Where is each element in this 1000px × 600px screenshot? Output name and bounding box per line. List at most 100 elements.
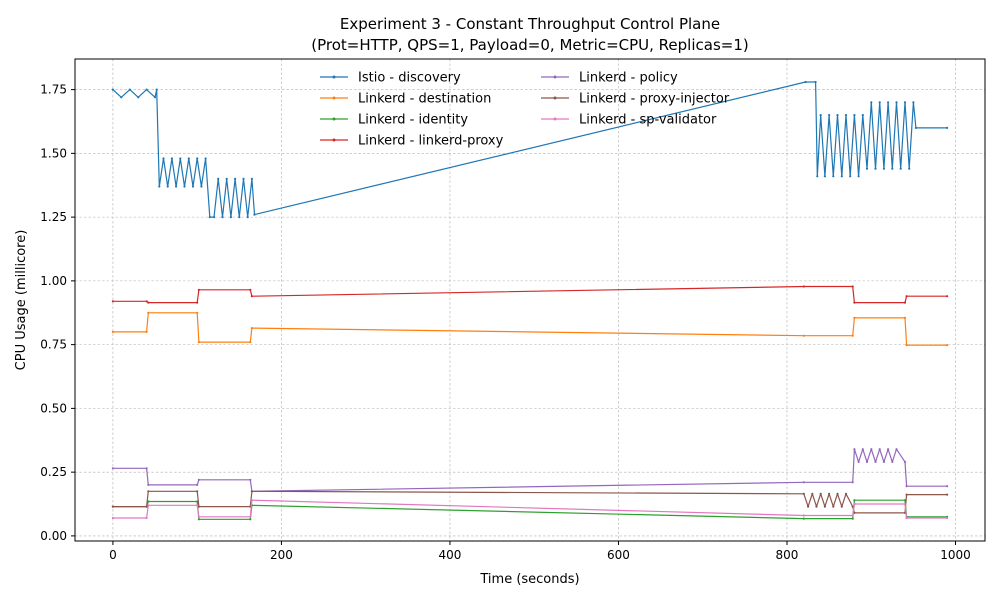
- series-point: [250, 327, 253, 330]
- series-3: [111, 285, 949, 304]
- series-point: [204, 157, 207, 160]
- series-point: [905, 485, 908, 488]
- series-point: [249, 478, 252, 481]
- series-point: [903, 301, 907, 304]
- series-point: [162, 157, 165, 160]
- series-0: [111, 80, 949, 219]
- series-point: [147, 490, 150, 493]
- series-point: [836, 492, 839, 495]
- series-6: [111, 499, 949, 520]
- series-point: [874, 460, 877, 463]
- series-point: [196, 490, 199, 493]
- legend-label: Linkerd - policy: [579, 71, 678, 86]
- legend-marker: [553, 96, 557, 100]
- series-point: [802, 285, 805, 288]
- series-point: [903, 101, 907, 104]
- series-point: [145, 88, 148, 91]
- x-tick-label: 0: [109, 548, 117, 562]
- series-point: [887, 101, 890, 104]
- series-point: [197, 515, 200, 518]
- series-point: [111, 88, 114, 91]
- series-point: [137, 96, 140, 99]
- series-point: [158, 185, 161, 188]
- series-point: [807, 505, 810, 508]
- series-point: [874, 167, 877, 170]
- series-point: [853, 511, 856, 514]
- series-point: [903, 316, 907, 319]
- series-point: [819, 114, 822, 117]
- x-tick-label: 600: [607, 548, 630, 562]
- series-point: [853, 301, 856, 304]
- series-point: [946, 516, 949, 520]
- legend-label: Linkerd - identity: [358, 113, 468, 128]
- series-4: [111, 448, 949, 493]
- series-point: [242, 177, 245, 180]
- y-tick-label: 1.75: [40, 83, 67, 97]
- series-1: [111, 311, 949, 347]
- series-point: [857, 460, 860, 463]
- series-point: [253, 213, 256, 216]
- series-point: [120, 96, 123, 99]
- series-point: [111, 505, 114, 508]
- series-point: [197, 341, 200, 344]
- legend-marker: [553, 75, 557, 79]
- series-point: [903, 460, 907, 463]
- series-point: [250, 499, 253, 502]
- series-point: [147, 301, 150, 304]
- series-point: [111, 300, 114, 303]
- series-point: [816, 175, 819, 178]
- series-point: [851, 514, 854, 517]
- series-point: [196, 311, 199, 314]
- series-point: [861, 448, 864, 451]
- legend: Istio - discovery Linkerd - destination Li…: [320, 71, 730, 149]
- series-point: [238, 216, 241, 219]
- series-point: [844, 114, 848, 117]
- series-point: [946, 485, 949, 488]
- series-point: [899, 167, 902, 170]
- series-point: [836, 114, 839, 117]
- series-point: [891, 460, 894, 463]
- series-point: [815, 505, 818, 508]
- legend-label: Linkerd - destination: [358, 92, 491, 107]
- series-point: [196, 504, 199, 507]
- series-point: [811, 492, 814, 495]
- series-point: [914, 126, 918, 129]
- x-tick-label: 1000: [940, 548, 971, 562]
- series-point: [832, 505, 835, 508]
- series-point: [853, 114, 856, 117]
- series-point: [153, 96, 157, 99]
- series-point: [861, 114, 864, 117]
- series-point: [145, 516, 148, 520]
- series-point: [853, 499, 856, 502]
- legend-marker: [332, 117, 336, 121]
- series-point: [147, 311, 150, 314]
- series-point: [802, 517, 805, 520]
- plot-frame: [74, 58, 986, 542]
- series-point: [197, 288, 200, 291]
- y-axis-label: CPU Usage (millicore): [14, 230, 29, 371]
- series-point: [250, 177, 253, 180]
- series-point: [882, 167, 886, 170]
- series-point: [196, 483, 199, 486]
- y-tick-label: 0.00: [40, 529, 67, 543]
- series-point: [853, 502, 856, 506]
- y-tick-label: 0.50: [40, 401, 67, 415]
- series-point: [851, 481, 854, 484]
- series-point: [249, 288, 252, 291]
- series-point: [111, 516, 114, 520]
- series-point: [229, 216, 232, 219]
- series-point: [145, 505, 148, 508]
- series-point: [802, 514, 805, 517]
- series-point: [819, 492, 822, 495]
- series-point: [234, 177, 237, 180]
- grid: [75, 59, 985, 541]
- series-point: [823, 505, 827, 508]
- series-point: [196, 301, 199, 304]
- series-point: [870, 448, 873, 451]
- series-point: [200, 185, 203, 188]
- series-point: [145, 330, 148, 333]
- series-point: [828, 114, 831, 117]
- legend-marker: [553, 117, 557, 121]
